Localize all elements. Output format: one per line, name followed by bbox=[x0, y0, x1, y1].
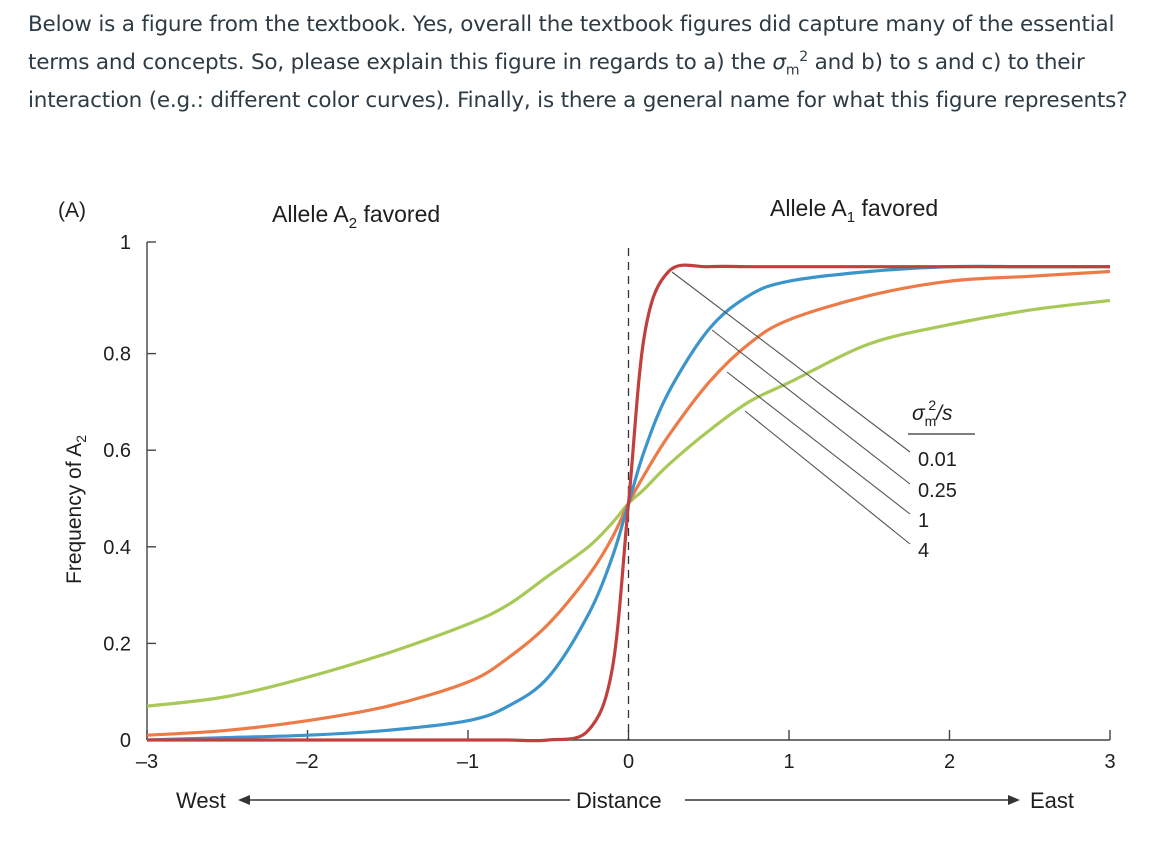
east-arrow bbox=[685, 795, 1020, 805]
curves bbox=[146, 263, 1111, 743]
question-part2: and b) to s and c) to their interaction … bbox=[28, 50, 1128, 113]
legend-sigma-sub: m bbox=[925, 413, 937, 429]
legend-title: σm2/s bbox=[908, 397, 975, 435]
header-allele-a2: Allele A2 favored bbox=[272, 201, 440, 232]
sigma-subscript: m bbox=[785, 62, 800, 79]
legend-sigma-sup: 2 bbox=[928, 397, 936, 413]
legend-values: 0.01 0.25 1 4 bbox=[918, 449, 957, 562]
x-tick-label: 2 bbox=[944, 751, 955, 773]
header-right-sub: 1 bbox=[847, 209, 855, 226]
series-line-0.01 bbox=[146, 263, 1110, 743]
sigma-symbol: σ bbox=[772, 50, 786, 75]
header-allele-a1: Allele A1 favored bbox=[770, 195, 938, 226]
header-right-prefix: Allele A bbox=[770, 195, 847, 221]
panel-label: (A) bbox=[58, 199, 86, 222]
distance-label: Distance bbox=[576, 788, 662, 813]
west-label: West bbox=[176, 788, 226, 813]
y-axis-label-text: Frequency of A bbox=[63, 443, 86, 584]
pointer-line-0.25 bbox=[711, 329, 911, 485]
pointer-line-4 bbox=[744, 410, 911, 545]
y-tick-label: 1 bbox=[120, 232, 131, 254]
y-ticks: 0 0.2 0.4 0.6 0.8 1 bbox=[103, 232, 156, 752]
y-axis-label-sub: 2 bbox=[73, 435, 89, 443]
legend-value-0.25: 0.25 bbox=[918, 480, 957, 502]
y-axis-label: Frequency of A2 bbox=[63, 435, 89, 584]
y-tick-label: 0.8 bbox=[103, 344, 131, 366]
pointer-line-1 bbox=[726, 371, 911, 515]
header-left-suffix: favored bbox=[357, 201, 440, 227]
x-tick-label: 0 bbox=[623, 751, 634, 773]
legend-sigma: σ bbox=[912, 402, 926, 425]
legend-title-text: σm2/s bbox=[912, 397, 953, 429]
legend-value-1: 1 bbox=[918, 510, 929, 532]
west-arrow bbox=[238, 795, 570, 805]
x-tick-label: 3 bbox=[1104, 751, 1115, 773]
east-label: East bbox=[1030, 788, 1074, 813]
legend-slash-s: /s bbox=[934, 402, 953, 425]
x-tick-label: –2 bbox=[296, 751, 318, 773]
legend-pointers bbox=[671, 271, 911, 545]
header-left-prefix: Allele A bbox=[272, 201, 349, 227]
y-tick-label: 0.6 bbox=[103, 440, 131, 462]
header-right-suffix: favored bbox=[855, 195, 938, 221]
x-tick-label: –3 bbox=[136, 751, 158, 773]
y-tick-label: 0 bbox=[120, 730, 131, 752]
x-tick-label: –1 bbox=[457, 751, 479, 773]
legend-value-4: 4 bbox=[918, 540, 929, 562]
question-text: Below is a figure from the textbook. Yes… bbox=[28, 6, 1163, 120]
pointer-line-0.01 bbox=[671, 271, 911, 453]
x-tick-label: 1 bbox=[783, 751, 794, 773]
y-tick-label: 0.4 bbox=[103, 537, 131, 559]
header-left-sub: 2 bbox=[349, 215, 357, 232]
question-part1: Below is a figure from the textbook. Yes… bbox=[28, 12, 1115, 75]
sigma-superscript: 2 bbox=[799, 48, 808, 65]
legend-value-0.01: 0.01 bbox=[918, 449, 957, 471]
x-ticks: –3 –2 –1 0 1 2 3 bbox=[136, 730, 1116, 773]
y-tick-label: 0.2 bbox=[103, 633, 131, 655]
